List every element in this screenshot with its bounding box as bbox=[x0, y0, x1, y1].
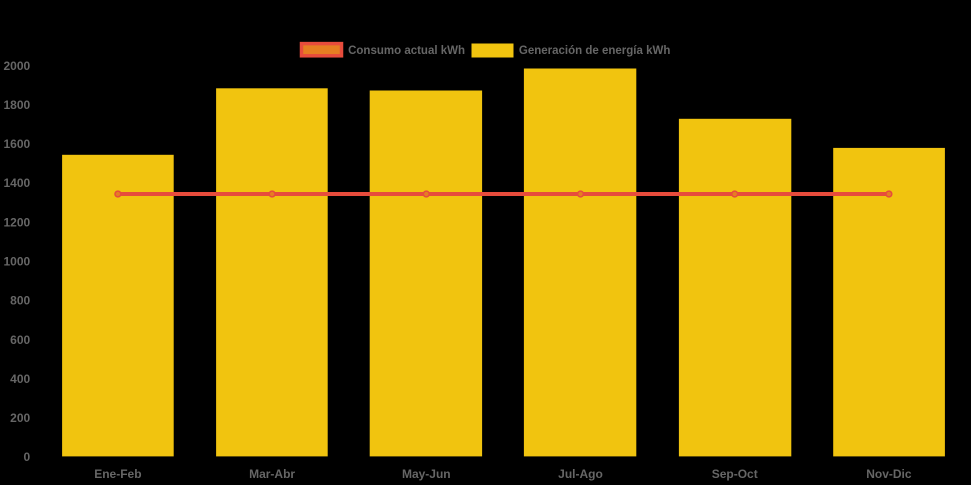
svg-text:200: 200 bbox=[10, 411, 30, 425]
svg-text:Nov-Dic: Nov-Dic bbox=[866, 467, 912, 481]
svg-text:400: 400 bbox=[10, 372, 30, 386]
svg-text:Ene-Feb: Ene-Feb bbox=[94, 467, 141, 481]
svg-text:Generación de energía kWh: Generación de energía kWh bbox=[519, 45, 670, 57]
svg-text:800: 800 bbox=[10, 294, 30, 308]
svg-text:Consumo actual kWh: Consumo actual kWh bbox=[348, 45, 465, 57]
svg-text:1400: 1400 bbox=[3, 176, 30, 190]
svg-text:2000: 2000 bbox=[3, 59, 30, 73]
svg-text:1600: 1600 bbox=[3, 137, 30, 151]
svg-text:1800: 1800 bbox=[3, 98, 30, 112]
svg-text:Sep-Oct: Sep-Oct bbox=[712, 467, 758, 481]
svg-text:Mar-Abr: Mar-Abr bbox=[249, 467, 295, 481]
svg-text:1200: 1200 bbox=[3, 215, 30, 229]
svg-text:600: 600 bbox=[10, 333, 30, 347]
svg-text:1000: 1000 bbox=[3, 255, 30, 269]
svg-text:0: 0 bbox=[24, 450, 31, 464]
svg-text:May-Jun: May-Jun bbox=[402, 467, 451, 481]
svg-text:Jul-Ago: Jul-Ago bbox=[558, 467, 603, 481]
